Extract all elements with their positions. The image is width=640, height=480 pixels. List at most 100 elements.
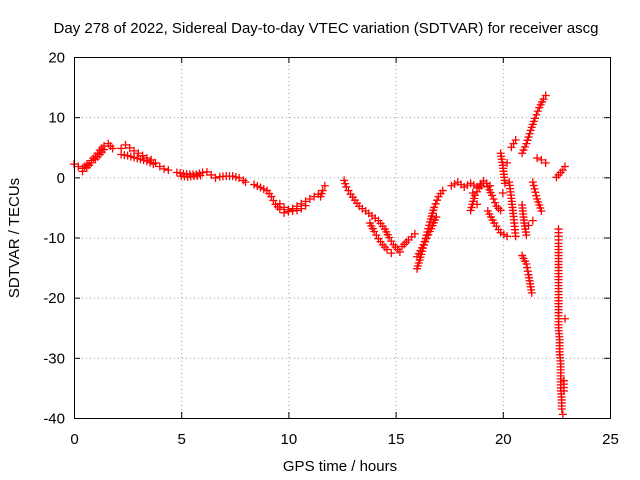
data-point bbox=[318, 186, 327, 195]
data-point bbox=[533, 154, 542, 163]
data-point bbox=[523, 267, 532, 276]
data-point bbox=[560, 162, 569, 171]
data-point bbox=[498, 188, 507, 197]
x-tick-label: 10 bbox=[281, 431, 298, 448]
data-point bbox=[280, 203, 289, 212]
data-point bbox=[211, 173, 220, 182]
data-point bbox=[479, 179, 488, 188]
data-point bbox=[468, 188, 477, 197]
data-point bbox=[528, 216, 537, 225]
data-point bbox=[494, 204, 503, 213]
x-tick-label: 5 bbox=[178, 431, 186, 448]
data-point bbox=[529, 181, 538, 190]
y-tick-label: -40 bbox=[43, 411, 65, 428]
data-point bbox=[522, 231, 531, 240]
x-tick-label: 0 bbox=[70, 431, 78, 448]
y-tick-label: -10 bbox=[43, 230, 65, 247]
data-series bbox=[70, 91, 569, 419]
y-tick-label: -30 bbox=[43, 350, 65, 367]
data-point bbox=[275, 199, 284, 208]
data-point bbox=[500, 179, 509, 188]
data-point bbox=[531, 188, 540, 197]
data-point bbox=[507, 143, 516, 152]
data-point bbox=[164, 166, 173, 175]
data-point bbox=[537, 207, 546, 216]
y-tick-label: 10 bbox=[48, 110, 65, 127]
data-point bbox=[530, 184, 539, 193]
data-point bbox=[301, 201, 310, 210]
y-tick-label: 0 bbox=[57, 170, 65, 187]
data-point bbox=[149, 160, 158, 169]
data-point bbox=[235, 173, 244, 182]
x-tick-label: 25 bbox=[602, 431, 619, 448]
data-point bbox=[89, 154, 98, 163]
data-point bbox=[533, 107, 542, 116]
data-point bbox=[541, 91, 550, 100]
data-point bbox=[125, 143, 134, 152]
x-axis-label: GPS time / hours bbox=[283, 458, 397, 475]
data-point bbox=[383, 245, 392, 254]
data-point bbox=[559, 386, 568, 395]
data-point bbox=[503, 232, 512, 241]
data-point bbox=[488, 191, 497, 200]
y-tick-label: 20 bbox=[48, 50, 65, 67]
data-point bbox=[541, 158, 550, 167]
data-point bbox=[431, 199, 440, 208]
data-point bbox=[558, 410, 567, 419]
data-point bbox=[503, 158, 512, 167]
data-point bbox=[430, 203, 439, 212]
data-point bbox=[121, 140, 130, 149]
chart-title: Day 278 of 2022, Sidereal Day-to-day VTE… bbox=[54, 20, 599, 37]
data-point bbox=[155, 162, 164, 171]
data-point bbox=[320, 181, 329, 190]
data-point bbox=[134, 149, 143, 158]
y-tick-label: -20 bbox=[43, 290, 65, 307]
data-point bbox=[496, 206, 505, 215]
data-point bbox=[560, 314, 569, 323]
data-point bbox=[537, 155, 546, 164]
data-point bbox=[524, 221, 533, 230]
data-point bbox=[492, 202, 501, 211]
data-point bbox=[433, 196, 442, 205]
data-point bbox=[530, 114, 539, 123]
data-point bbox=[387, 249, 396, 258]
data-point bbox=[522, 259, 531, 268]
data-point bbox=[395, 247, 404, 256]
data-point bbox=[532, 110, 541, 119]
data-point bbox=[489, 194, 498, 203]
data-point bbox=[490, 198, 499, 207]
data-point bbox=[108, 144, 117, 153]
data-point bbox=[344, 186, 353, 195]
data-point bbox=[509, 139, 518, 148]
x-tick-label: 15 bbox=[388, 431, 405, 448]
data-point bbox=[78, 167, 87, 176]
data-point bbox=[196, 171, 205, 180]
data-point bbox=[528, 178, 537, 187]
data-point bbox=[202, 167, 211, 176]
data-point bbox=[297, 204, 306, 213]
data-point bbox=[100, 145, 109, 154]
data-point bbox=[557, 404, 566, 413]
data-point bbox=[473, 200, 482, 209]
data-point bbox=[372, 231, 381, 240]
data-point bbox=[432, 213, 441, 222]
plot-frame bbox=[74, 57, 611, 419]
data-point bbox=[241, 178, 250, 187]
y-axis-label: SDTVAR / TECUs bbox=[6, 178, 23, 298]
x-tick-label: 20 bbox=[495, 431, 512, 448]
data-point bbox=[511, 232, 520, 241]
data-point bbox=[160, 164, 169, 173]
data-point bbox=[284, 205, 293, 214]
data-point bbox=[532, 191, 541, 200]
data-point bbox=[305, 194, 314, 203]
data-point bbox=[438, 186, 447, 195]
tick-labels: 0 5 10 15 20 25 -40 -30 -20 -10 0 10 20 bbox=[43, 50, 619, 449]
data-point bbox=[292, 206, 301, 215]
data-point bbox=[410, 229, 419, 238]
data-point bbox=[527, 288, 536, 297]
data-point bbox=[511, 136, 520, 145]
data-point bbox=[87, 158, 96, 167]
data-point bbox=[523, 263, 532, 272]
grid bbox=[74, 57, 610, 418]
